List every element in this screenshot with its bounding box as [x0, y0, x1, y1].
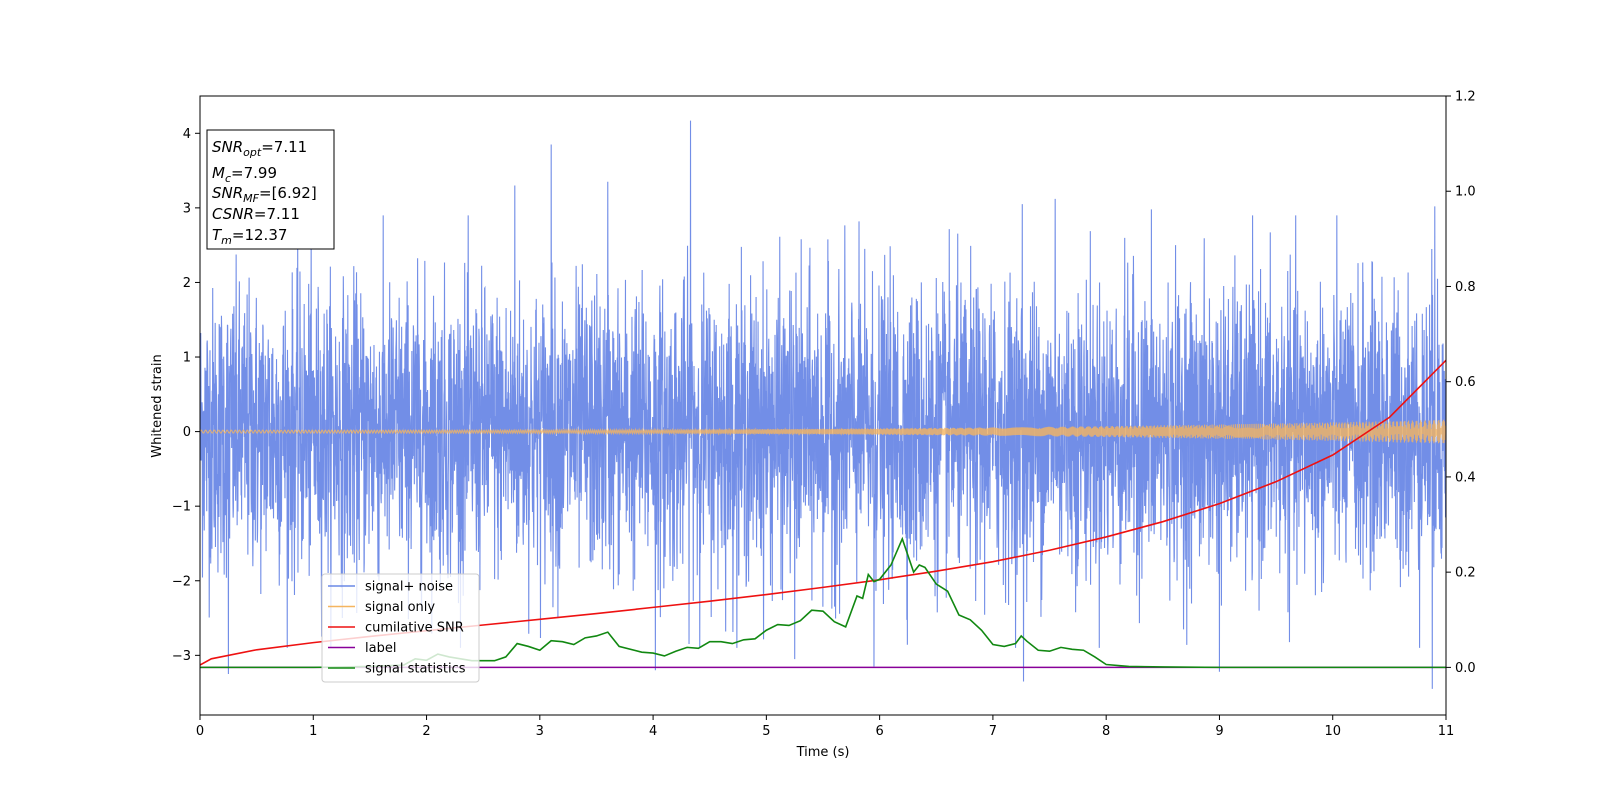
legend-frame: [321, 573, 480, 683]
annotation-line: Tm=12.37: [212, 226, 287, 247]
x-tick-label: 1: [309, 724, 317, 739]
x-tick-label: 9: [1215, 724, 1223, 739]
x-axis-label: Time (s): [796, 745, 850, 760]
y-right-tick-label: 1.0: [1455, 185, 1476, 200]
y-right-tick-label: 0.0: [1455, 661, 1476, 676]
y-left-tick-label: −1: [172, 500, 191, 515]
x-tick-label: 0: [196, 724, 204, 739]
series-line-signal-statistics: [200, 536, 1446, 669]
y-left-tick-label: 0: [183, 425, 191, 440]
x-tick-label: 10: [1324, 724, 1341, 739]
annotation-frame: [206, 129, 335, 250]
x-tick-label: 6: [875, 724, 883, 739]
y-right-tick-label: 1.2: [1455, 90, 1476, 105]
series-line-signal-noise: [200, 120, 1446, 689]
x-tick-label: 5: [762, 724, 770, 739]
y-left-tick-label: −2: [172, 574, 191, 589]
annotation-line: CSNR=7.11: [212, 205, 300, 223]
legend: signal+ noise signal only cumilative SNR la…: [321, 573, 480, 683]
ticks-layer: 0 1 2 3 4 5 6 7 8 9 10 11 −3 −2 −1 0 1 2 3 4 0.0 0.2 0.4 0.6 0.8…: [172, 90, 1476, 740]
y-right-tick-label: 0.8: [1455, 280, 1476, 295]
legend-entry-label: label: [365, 641, 396, 656]
annotation-line: Mc=7.99: [212, 164, 277, 185]
series-line-signal-only: [200, 419, 1446, 444]
y-left-tick-label: −3: [172, 649, 191, 664]
y-left-tick-label: 3: [183, 201, 191, 216]
y-right-tick-label: 0.6: [1455, 375, 1476, 390]
legend-entry-label: signal statistics: [365, 662, 466, 677]
x-tick-label: 2: [422, 724, 430, 739]
y-left-tick-label: 1: [183, 351, 191, 366]
plot-frame: [199, 95, 1447, 716]
x-tick-label: 3: [536, 724, 544, 739]
x-tick-label: 4: [649, 724, 657, 739]
x-tick-label: 8: [1102, 724, 1110, 739]
x-tick-label: 7: [989, 724, 997, 739]
legend-entry-label: signal+ noise: [365, 580, 453, 595]
annotation-line: SNRMF=[6.92]: [212, 184, 317, 205]
y-left-tick-label: 2: [183, 276, 191, 291]
y-axis-label: Whitened strain: [150, 354, 165, 457]
x-tick-label: 11: [1438, 724, 1455, 739]
legend-entry-label: cumilative SNR: [365, 621, 464, 636]
annotation-line: SNRopt=7.11: [212, 138, 307, 159]
y-right-tick-label: 0.4: [1455, 470, 1476, 485]
y-right-tick-label: 0.2: [1455, 566, 1476, 581]
legend-entry-label: signal only: [365, 600, 435, 615]
y-left-tick-label: 4: [183, 127, 191, 142]
